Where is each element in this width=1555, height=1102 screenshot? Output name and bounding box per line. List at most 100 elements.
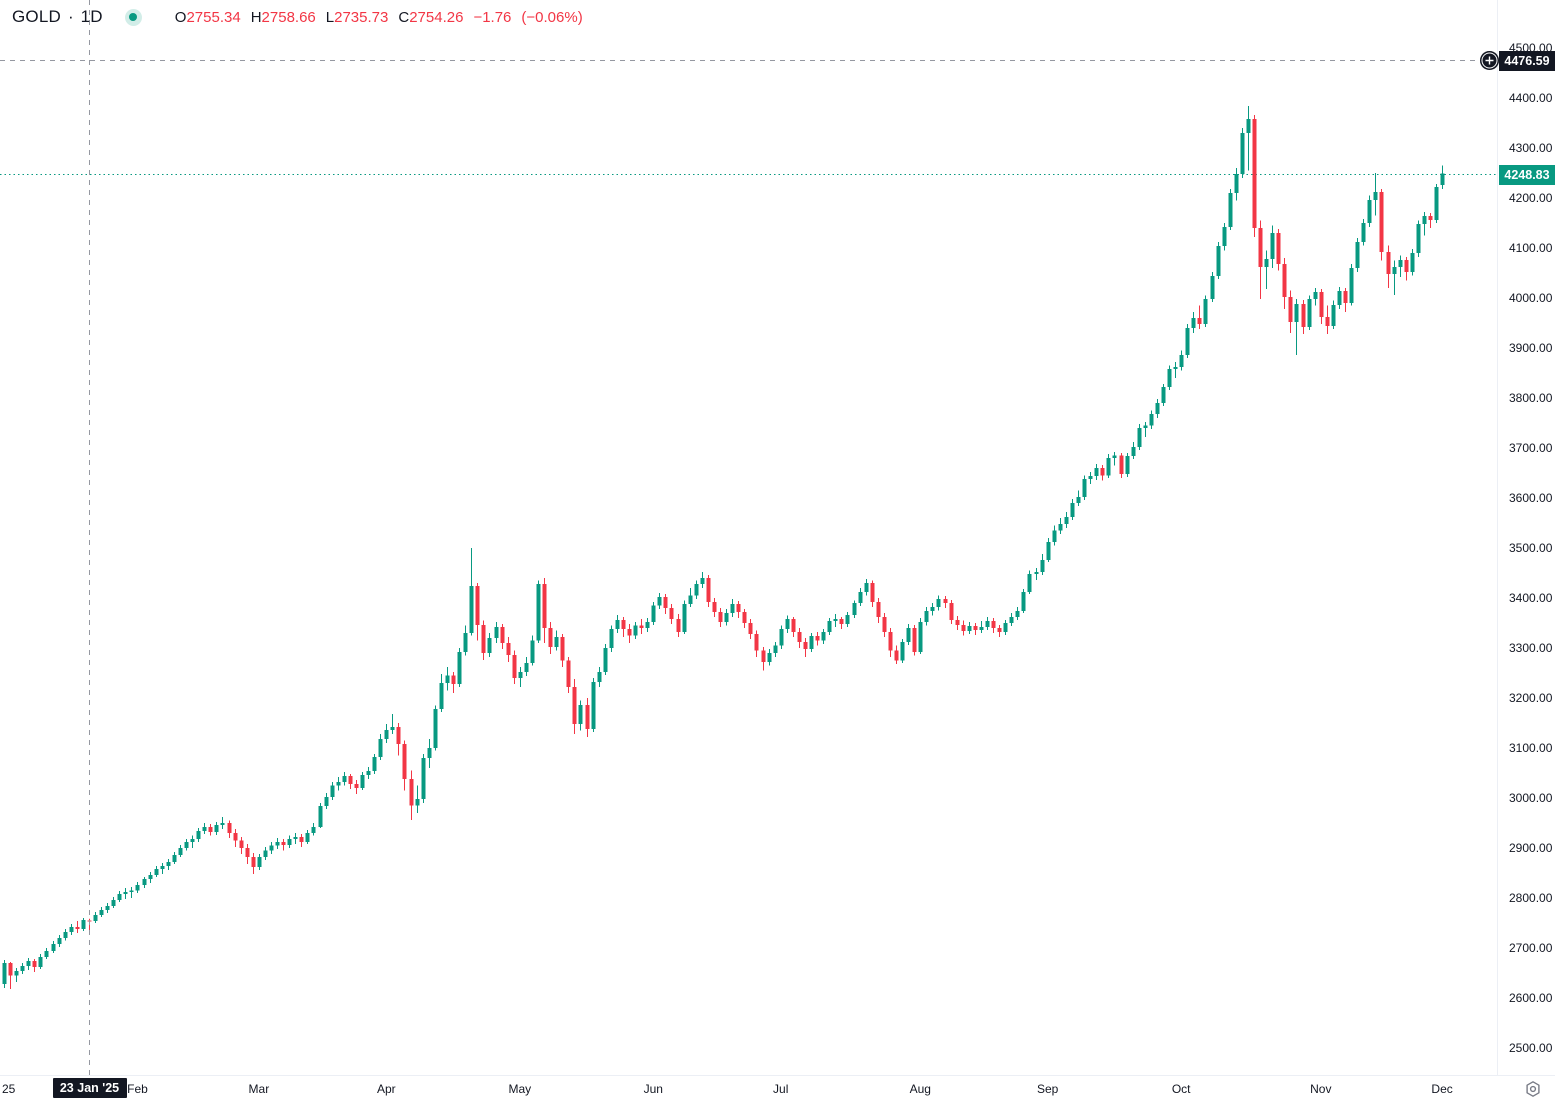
candle-body[interactable] (38, 957, 43, 967)
candle-body[interactable] (1125, 456, 1130, 474)
candle-body[interactable] (1197, 318, 1202, 324)
candle-body[interactable] (524, 663, 529, 672)
candle-body[interactable] (694, 584, 699, 596)
candle-body[interactable] (457, 652, 462, 684)
candle-body[interactable] (548, 628, 553, 647)
candle-body[interactable] (1276, 233, 1281, 264)
candle-body[interactable] (354, 784, 359, 788)
candle-body[interactable] (1422, 216, 1427, 224)
candle-body[interactable] (1373, 192, 1378, 200)
candle-body[interactable] (797, 632, 802, 642)
candle-body[interactable] (32, 961, 37, 967)
candle-body[interactable] (900, 642, 905, 661)
candle-body[interactable] (1264, 259, 1269, 267)
candle-body[interactable] (591, 682, 596, 729)
candle-body[interactable] (779, 629, 784, 646)
add-alert-plus-icon[interactable] (1479, 51, 1499, 70)
candle-body[interactable] (955, 620, 960, 625)
candle-body[interactable] (700, 578, 705, 584)
candle-body[interactable] (1440, 173, 1445, 185)
candle-body[interactable] (93, 915, 98, 921)
candle-body[interactable] (512, 655, 517, 678)
candle-body[interactable] (1046, 542, 1051, 560)
candle-body[interactable] (208, 827, 213, 832)
candle-body[interactable] (366, 771, 371, 775)
candle-body[interactable] (651, 605, 656, 623)
candle-body[interactable] (445, 675, 450, 684)
candle-body[interactable] (1313, 292, 1318, 299)
candle-body[interactable] (142, 879, 147, 885)
candle-body[interactable] (330, 785, 335, 798)
candle-body[interactable] (336, 782, 341, 786)
timescale-settings-icon[interactable] (1524, 1080, 1542, 1098)
candle-body[interactable] (1246, 119, 1251, 133)
candle-body[interactable] (924, 611, 929, 622)
candle-body[interactable] (821, 632, 826, 641)
candle-body[interactable] (275, 842, 280, 846)
candle-body[interactable] (1234, 174, 1239, 193)
candle-body[interactable] (736, 604, 741, 612)
candle-body[interactable] (815, 636, 820, 641)
candle-body[interactable] (20, 966, 25, 971)
candle-body[interactable] (451, 675, 456, 685)
candle-body[interactable] (421, 758, 426, 799)
candle-body[interactable] (8, 963, 13, 976)
candle-body[interactable] (882, 617, 887, 632)
candle-body[interactable] (1386, 252, 1391, 274)
candle-body[interactable] (1404, 260, 1409, 272)
candle-body[interactable] (1319, 292, 1324, 317)
candle-body[interactable] (906, 628, 911, 642)
candle-body[interactable] (1258, 228, 1263, 267)
candle-body[interactable] (1040, 560, 1045, 572)
candle-body[interactable] (706, 578, 711, 602)
candle-body[interactable] (69, 927, 74, 932)
candle-body[interactable] (645, 622, 650, 628)
candle-body[interactable] (1167, 369, 1172, 387)
candle-body[interactable] (936, 599, 941, 607)
candle-body[interactable] (487, 638, 492, 653)
candle-body[interactable] (154, 869, 159, 875)
candle-body[interactable] (384, 730, 389, 739)
candle-body[interactable] (1337, 291, 1342, 305)
candle-body[interactable] (172, 855, 177, 862)
candle-body[interactable] (1088, 476, 1093, 479)
candle-body[interactable] (657, 597, 662, 606)
candle-body[interactable] (99, 910, 104, 915)
candle-body[interactable] (178, 848, 183, 855)
candle-body[interactable] (1428, 216, 1433, 220)
candle-body[interactable] (688, 595, 693, 605)
candle-body[interactable] (615, 620, 620, 629)
candle-body[interactable] (481, 625, 486, 653)
candle-body[interactable] (227, 823, 232, 833)
candle-body[interactable] (51, 944, 56, 951)
candle-body[interactable] (827, 621, 832, 632)
candle-body[interactable] (518, 672, 523, 678)
candle-body[interactable] (409, 779, 414, 806)
candle-body[interactable] (888, 632, 893, 651)
candle-body[interactable] (269, 845, 274, 851)
candle-body[interactable] (233, 833, 238, 841)
candle-body[interactable] (1331, 305, 1336, 326)
candle-body[interactable] (1119, 455, 1124, 475)
candle-body[interactable] (1301, 304, 1306, 327)
candle-body[interactable] (293, 837, 298, 839)
candle-body[interactable] (742, 612, 747, 623)
candle-body[interactable] (1307, 299, 1312, 327)
candle-body[interactable] (299, 837, 304, 842)
candle-body[interactable] (676, 619, 681, 632)
candle-body[interactable] (979, 627, 984, 630)
candle-body[interactable] (870, 583, 875, 602)
candle-body[interactable] (949, 603, 954, 620)
candle-body[interactable] (245, 848, 250, 857)
candle-body[interactable] (627, 629, 632, 636)
candle-body[interactable] (560, 637, 565, 661)
candle-body[interactable] (1003, 623, 1008, 632)
candle-body[interactable] (57, 938, 62, 944)
candle-body[interactable] (1076, 497, 1081, 503)
candle-body[interactable] (748, 623, 753, 634)
candle-body[interactable] (1410, 253, 1415, 272)
candle-body[interactable] (542, 584, 547, 628)
candle-body[interactable] (663, 597, 668, 608)
candle-body[interactable] (196, 831, 201, 839)
candlestick-plot[interactable] (0, 0, 1497, 1075)
